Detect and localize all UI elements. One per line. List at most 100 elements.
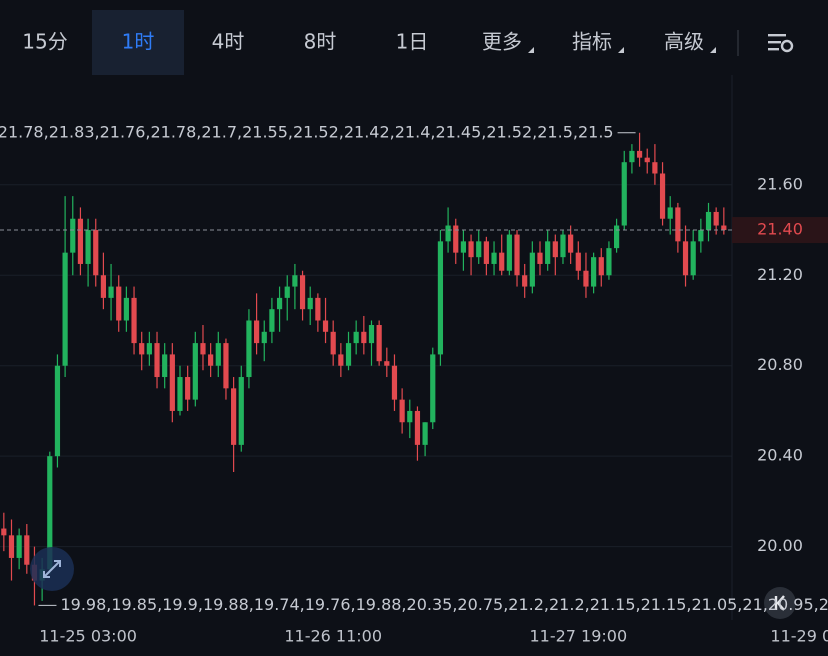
x-tick-label: 11-25 03:00: [39, 627, 137, 646]
candle-body: [330, 331, 336, 355]
candle-body: [445, 225, 451, 242]
candle-body: [246, 320, 252, 378]
candle-body: [131, 297, 137, 344]
candle-body: [54, 365, 61, 457]
candle-body: [322, 320, 329, 332]
candle-body: [315, 297, 321, 321]
candle-body: [100, 275, 107, 298]
tab[interactable]: 1日: [396, 30, 429, 54]
candle-body: [721, 225, 727, 231]
candle-body: [483, 241, 489, 264]
scroll-icon: [774, 595, 785, 611]
candle-body: [506, 234, 512, 271]
candle-body: [537, 252, 543, 264]
candle-body: [675, 207, 681, 242]
candle-body: [85, 230, 91, 264]
tab[interactable]: 指标: [572, 30, 612, 54]
y-tick-label: 21.60: [757, 174, 803, 193]
tab[interactable]: 4时: [212, 30, 245, 54]
candle-body: [208, 354, 214, 366]
candle-body: [215, 343, 221, 366]
candle-body: [391, 365, 398, 400]
candle-body: [399, 399, 405, 423]
candle-body: [629, 150, 635, 163]
y-tick-label: 20.00: [757, 536, 803, 555]
candle-body: [70, 218, 76, 253]
candle-body: [522, 275, 528, 287]
candle-body: [545, 241, 551, 264]
candle-body: [177, 377, 183, 411]
low-label: 19.98,19.85,19.9,19.88,19.74,19.76,19.88…: [60, 595, 828, 614]
candle-body: [384, 361, 390, 366]
candle-body: [568, 234, 574, 253]
candle-body: [24, 535, 30, 565]
dropdown-caret: [528, 47, 534, 53]
candle-body: [698, 230, 704, 242]
settings-icon[interactable]: [768, 34, 794, 53]
scroll-circle: [764, 587, 796, 619]
candle-body: [499, 252, 505, 271]
tab[interactable]: 15分: [22, 30, 67, 54]
candle-body: [276, 297, 283, 310]
candle-body: [552, 241, 558, 258]
candle-body: [307, 297, 313, 310]
expand-icon: [43, 560, 61, 578]
candle-body: [598, 257, 604, 276]
candle-body: [376, 325, 382, 362]
candle-body: [93, 230, 99, 276]
candle-body: [185, 377, 191, 400]
candle-body: [16, 535, 22, 558]
candle-body: [407, 410, 413, 423]
candle-body: [116, 286, 122, 321]
candle-body: [154, 343, 160, 378]
scroll-latest-button[interactable]: [764, 587, 796, 619]
active-tab-bg: [92, 10, 184, 75]
candle-body: [238, 377, 244, 445]
x-tick-label: 11-29 0: [770, 627, 828, 646]
candle-body: [162, 354, 168, 378]
icon-bar: [768, 41, 781, 44]
candle-body: [667, 207, 673, 219]
candle-body: [192, 343, 198, 400]
candle-body: [231, 388, 237, 445]
candle-body: [139, 343, 145, 355]
tab[interactable]: 1时: [122, 30, 155, 54]
candle-body: [437, 241, 444, 355]
candle-body: [368, 325, 375, 344]
candle-body: [468, 241, 474, 258]
icon-gear: [780, 39, 794, 53]
tab[interactable]: 更多: [482, 30, 522, 54]
candle-body: [652, 162, 658, 174]
candle-body: [422, 422, 428, 445]
candle-body: [560, 234, 566, 258]
candle-body: [514, 234, 520, 276]
candle-body: [338, 354, 344, 366]
x-tick-label: 11-27 19:00: [529, 627, 627, 646]
tab[interactable]: 8时: [304, 30, 337, 54]
candle-body: [613, 225, 620, 249]
candle-body: [345, 343, 352, 366]
candle-body: [476, 241, 482, 258]
candle-body: [606, 248, 612, 276]
candle-body: [491, 252, 497, 264]
candle-body: [292, 275, 298, 287]
candle-body: [414, 410, 421, 445]
candle-body: [705, 211, 712, 231]
candle-body: [8, 535, 15, 558]
icon-bar: [768, 34, 786, 37]
candle-body: [269, 309, 275, 332]
candle-body: [690, 241, 696, 276]
y-tick-label: 21.20: [757, 265, 803, 284]
y-tick-label: 20.40: [757, 446, 803, 465]
icon-bar: [768, 48, 779, 51]
candle-body: [430, 354, 436, 423]
candle-body: [1, 528, 7, 536]
dropdown-caret: [710, 47, 716, 53]
candle-body: [223, 343, 229, 389]
tab[interactable]: 高级: [664, 30, 704, 54]
candle-body: [169, 354, 175, 411]
candle-body: [713, 211, 719, 226]
last-price-box: [732, 217, 828, 244]
expand-button[interactable]: [30, 547, 74, 591]
